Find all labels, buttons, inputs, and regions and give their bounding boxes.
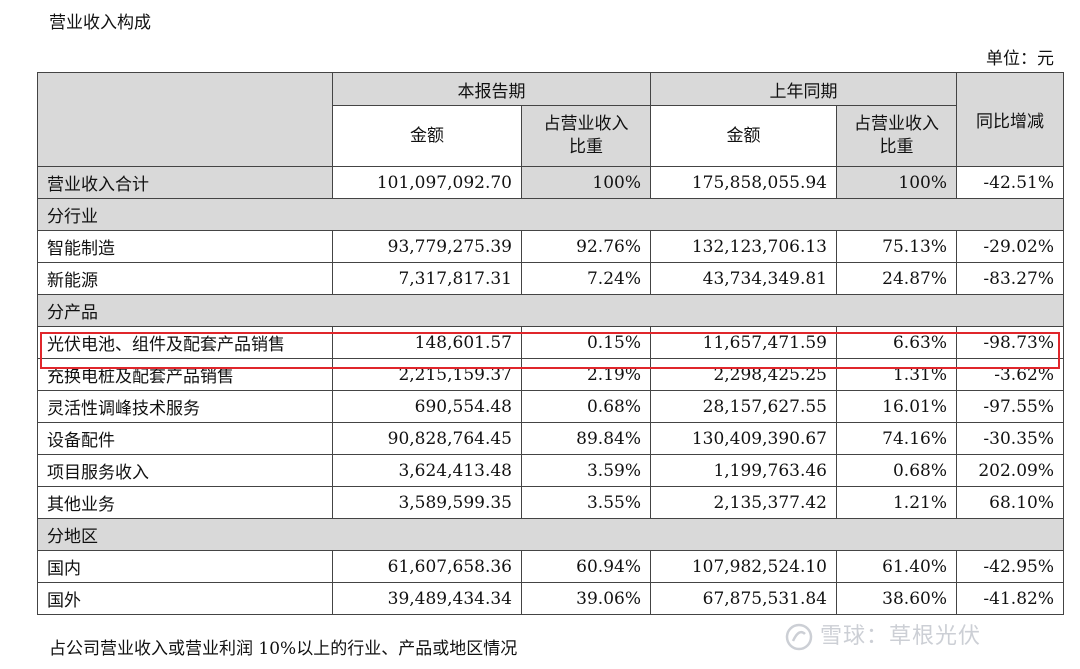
total-row: 营业收入合计 101,097,092.70 100% 175,858,055.9… xyxy=(37,166,1064,199)
header-current-period: 本报告期 xyxy=(332,72,651,106)
row-label: 国内 xyxy=(37,550,333,583)
yoy-change: -41.82% xyxy=(956,582,1064,615)
prev-amount: 28,157,627.55 xyxy=(650,390,837,423)
cur-ratio: 7.24% xyxy=(521,262,651,295)
header-blank-cell xyxy=(37,72,333,167)
cur-ratio: 0.15% xyxy=(521,326,651,359)
row-label: 智能制造 xyxy=(37,230,333,263)
cur-amount: 2,215,159.37 xyxy=(332,358,522,391)
table-row: 国外 39,489,434.34 39.06% 67,875,531.84 38… xyxy=(37,582,1064,615)
cur-amount: 101,097,092.70 xyxy=(332,166,522,199)
yoy-change: -30.35% xyxy=(956,422,1064,455)
section-region: 分地区 xyxy=(37,518,1064,551)
cur-amount: 148,601.57 xyxy=(332,326,522,359)
watermark-text: 雪球：草根光伏 xyxy=(820,624,982,649)
prev-amount: 11,657,471.59 xyxy=(650,326,837,359)
table-row: 新能源 7,317,817.31 7.24% 43,734,349.81 24.… xyxy=(37,262,1064,295)
cur-amount: 90,828,764.45 xyxy=(332,422,522,455)
prev-ratio: 1.21% xyxy=(836,486,957,519)
prev-ratio: 75.13% xyxy=(836,230,957,263)
prev-amount: 175,858,055.94 xyxy=(650,166,837,199)
table-row: 设备配件 90,828,764.45 89.84% 130,409,390.67… xyxy=(37,422,1064,455)
cur-amount: 3,589,599.35 xyxy=(332,486,522,519)
prev-ratio: 0.68% xyxy=(836,454,957,487)
table-row: 国内 61,607,658.36 60.94% 107,982,524.10 6… xyxy=(37,550,1064,583)
ratio-line1: 占营业收入 xyxy=(543,114,629,134)
row-label: 充换电桩及配套产品销售 xyxy=(37,358,333,391)
cur-ratio: 89.84% xyxy=(521,422,651,455)
yoy-change: -97.55% xyxy=(956,390,1064,423)
ratio-line2: 比重 xyxy=(879,137,914,157)
row-label: 设备配件 xyxy=(37,422,333,455)
cur-amount: 61,607,658.36 xyxy=(332,550,522,583)
cur-ratio: 2.19% xyxy=(521,358,651,391)
prev-ratio: 100% xyxy=(836,166,957,199)
yoy-change: -3.62% xyxy=(956,358,1064,391)
yoy-change: 202.09% xyxy=(956,454,1064,487)
cur-amount: 39,489,434.34 xyxy=(332,582,522,615)
yoy-change: -29.02% xyxy=(956,230,1064,263)
cur-amount: 7,317,817.31 xyxy=(332,262,522,295)
yoy-change: -83.27% xyxy=(956,262,1064,295)
prev-ratio: 16.01% xyxy=(836,390,957,423)
prev-ratio: 61.40% xyxy=(836,550,957,583)
ratio-line2: 比重 xyxy=(569,137,603,157)
cur-ratio: 60.94% xyxy=(521,550,651,583)
cur-amount: 690,554.48 xyxy=(332,390,522,423)
prev-amount: 43,734,349.81 xyxy=(650,262,837,295)
yoy-change: -98.73% xyxy=(956,326,1064,359)
header-current-amount: 金额 xyxy=(332,105,522,167)
footer-note: 占公司营业收入或营业利润 10%以上的行业、产品或地区情况 xyxy=(49,639,518,659)
row-label: 其他业务 xyxy=(37,486,333,519)
ratio-line1: 占营业收入 xyxy=(854,114,939,134)
cur-ratio: 39.06% xyxy=(521,582,651,615)
row-label: 营业收入合计 xyxy=(37,166,333,199)
prev-ratio: 38.60% xyxy=(836,582,957,615)
header-prior-ratio: 占营业收入 比重 xyxy=(836,105,957,167)
header-current-ratio: 占营业收入 比重 xyxy=(521,105,651,167)
table-row: 充换电桩及配套产品销售 2,215,159.37 2.19% 2,298,425… xyxy=(37,358,1064,391)
prev-amount: 130,409,390.67 xyxy=(650,422,837,455)
yoy-change: -42.51% xyxy=(956,166,1064,199)
row-label: 新能源 xyxy=(37,262,333,295)
section-title: 营业收入构成 xyxy=(49,13,151,33)
section-industry: 分行业 xyxy=(37,198,1064,231)
snowball-logo-icon xyxy=(785,623,813,651)
table-row: 光伏电池、组件及配套产品销售 148,601.57 0.15% 11,657,4… xyxy=(37,326,1064,359)
cur-amount: 3,624,413.48 xyxy=(332,454,522,487)
cur-ratio: 3.55% xyxy=(521,486,651,519)
cur-ratio: 3.59% xyxy=(521,454,651,487)
row-label: 灵活性调峰技术服务 xyxy=(37,390,333,423)
header-yoy: 同比增减 xyxy=(956,72,1064,167)
prev-ratio: 6.63% xyxy=(836,326,957,359)
prev-ratio: 24.87% xyxy=(836,262,957,295)
table-row: 其他业务 3,589,599.35 3.55% 2,135,377.42 1.2… xyxy=(37,486,1064,519)
unit-label: 单位：元 xyxy=(986,49,1054,69)
cur-amount: 93,779,275.39 xyxy=(332,230,522,263)
prev-ratio: 1.31% xyxy=(836,358,957,391)
cur-ratio: 100% xyxy=(521,166,651,199)
prev-amount: 107,982,524.10 xyxy=(650,550,837,583)
prev-amount: 2,298,425.25 xyxy=(650,358,837,391)
section-product: 分产品 xyxy=(37,294,1064,327)
prev-amount: 132,123,706.13 xyxy=(650,230,837,263)
revenue-table: 本报告期 上年同期 同比增减 金额 占营业收入 比重 金额 占营业收入 比重 营… xyxy=(37,72,1064,615)
prev-ratio: 74.16% xyxy=(836,422,957,455)
row-label: 国外 xyxy=(37,582,333,615)
table-row: 灵活性调峰技术服务 690,554.48 0.68% 28,157,627.55… xyxy=(37,390,1064,423)
cur-ratio: 0.68% xyxy=(521,390,651,423)
prev-amount: 2,135,377.42 xyxy=(650,486,837,519)
header-prior-amount: 金额 xyxy=(650,105,837,167)
table-row: 项目服务收入 3,624,413.48 3.59% 1,199,763.46 0… xyxy=(37,454,1064,487)
row-label: 项目服务收入 xyxy=(37,454,333,487)
header-prior-period: 上年同期 xyxy=(650,72,957,106)
row-label: 光伏电池、组件及配套产品销售 xyxy=(37,326,333,359)
prev-amount: 1,199,763.46 xyxy=(650,454,837,487)
watermark: 雪球：草根光伏 xyxy=(784,618,981,652)
cur-ratio: 92.76% xyxy=(521,230,651,263)
prev-amount: 67,875,531.84 xyxy=(650,582,837,615)
table-row: 智能制造 93,779,275.39 92.76% 132,123,706.13… xyxy=(37,230,1064,263)
yoy-change: 68.10% xyxy=(956,486,1064,519)
yoy-change: -42.95% xyxy=(956,550,1064,583)
